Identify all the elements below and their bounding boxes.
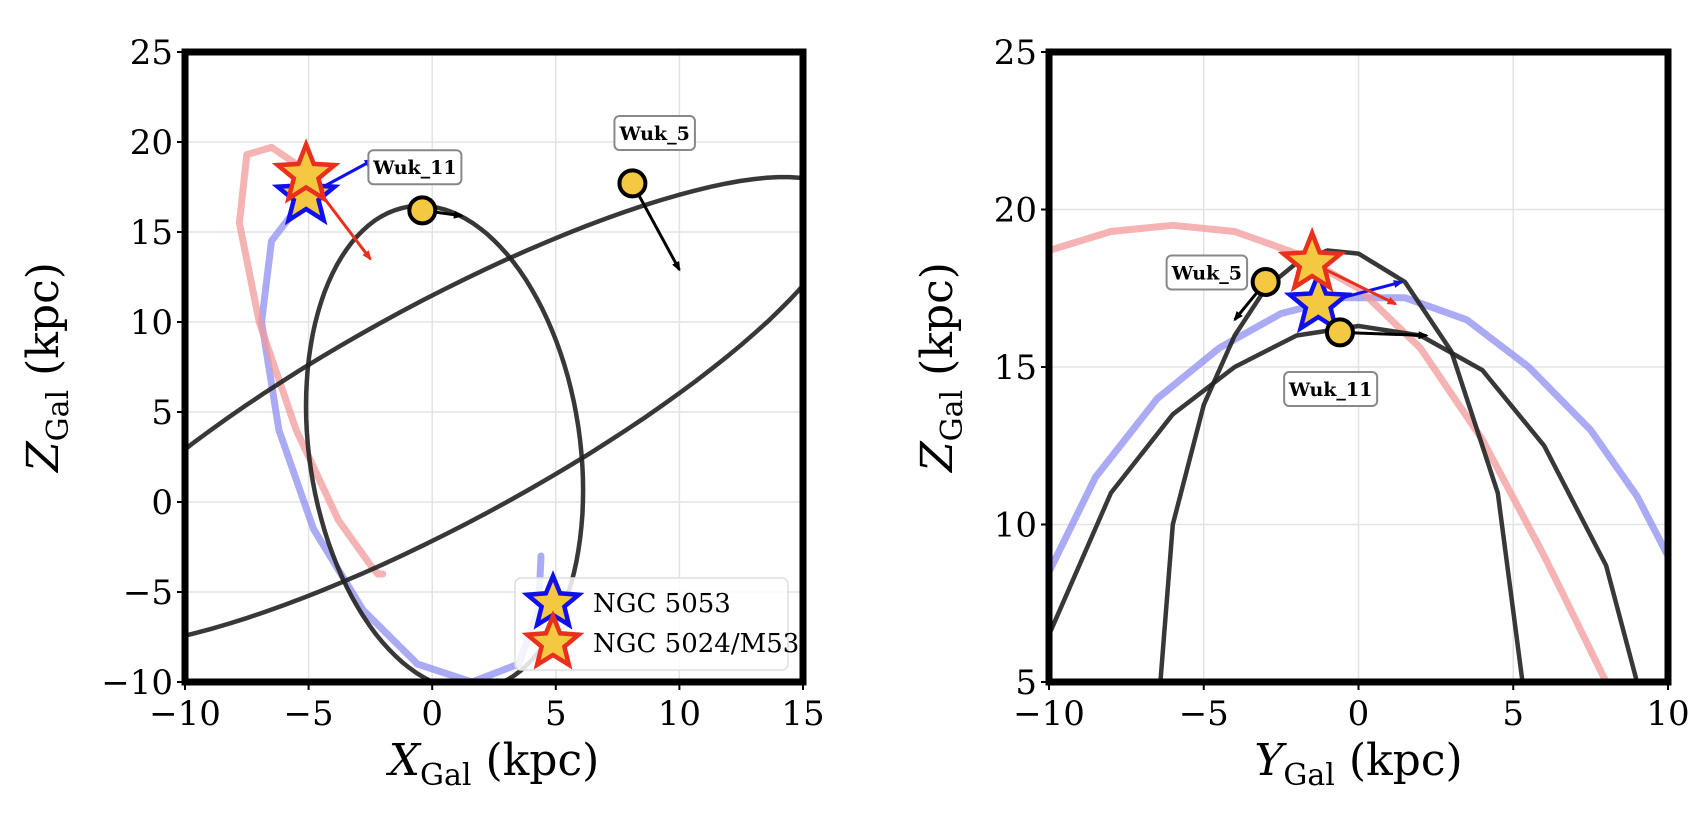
orbit-ngc-5053 (1049, 294, 1668, 576)
y-tick-label: 25 (994, 33, 1037, 73)
wuk-5-label: Wuk_5 (1171, 263, 1242, 285)
y-axis-title-sub: Gal (935, 390, 970, 441)
y-axis-title-main: Z (18, 440, 69, 474)
legend-box (514, 577, 789, 671)
y-tick-label: 15 (130, 213, 173, 253)
wuk-5-label-box (1165, 254, 1249, 291)
y-tick-label: 20 (130, 123, 173, 163)
y-tick-label: 25 (130, 33, 173, 73)
x-tick-label: 15 (781, 694, 824, 734)
wuk-11-label-box (1283, 371, 1379, 408)
wuk-5-circle-marker (617, 168, 648, 199)
legend-label: NGC 5024/M53 (593, 629, 799, 659)
y-tick-label: 10 (994, 506, 1037, 546)
ngc-5024-m53-star-marker (271, 138, 341, 204)
x-tick-label: −10 (149, 694, 221, 734)
y-tick-label: 20 (994, 191, 1037, 231)
x-tick-label: −5 (1179, 694, 1229, 734)
x-tick-label: 0 (421, 694, 443, 734)
y-axis-title: ZGal (kpc) (912, 262, 970, 474)
x-tick-label: 10 (1646, 694, 1689, 734)
ngc-5024-m53-star-marker (1277, 226, 1347, 293)
y-tick-label: 15 (994, 348, 1037, 388)
y-axis-title-unit: (kpc) (18, 262, 69, 390)
x-tick-label: 10 (658, 694, 701, 734)
legend-star-icon (521, 610, 585, 670)
x-axis-title: XGal (kpc) (386, 735, 600, 793)
x-axis-title: YGal (kpc) (1254, 735, 1462, 793)
wuk-11-label: Wuk_11 (372, 157, 457, 179)
axes-frame (181, 48, 807, 686)
x-axis-title-sub: Gal (1283, 758, 1334, 793)
y-tick-label: 0 (151, 483, 173, 523)
orbit-wuk-5 (185, 174, 803, 638)
y-tick-label: −5 (123, 573, 173, 613)
wuk-11-circle-marker (407, 195, 438, 226)
x-axis-title-sub: Gal (420, 758, 471, 793)
x-tick-label: 5 (545, 694, 567, 734)
y-tick-label: −10 (101, 663, 173, 703)
x-axis-title-main: Y (1254, 735, 1287, 786)
wuk-5-label: Wuk_5 (619, 123, 690, 145)
orbit-wuk-5 (1158, 248, 1525, 682)
y-axis-title-main: Z (912, 440, 963, 474)
x-tick-label: −5 (284, 694, 334, 734)
x-tick-label: −10 (1013, 694, 1085, 734)
legend-label: NGC 5053 (593, 589, 731, 619)
orbit-wuk-11 (1049, 323, 1640, 682)
ngc-5053-star-marker (1283, 267, 1353, 334)
x-axis-title-unit: (kpc) (471, 735, 599, 786)
wuk-5-circle-marker (1250, 266, 1281, 297)
y-axis-title-unit: (kpc) (912, 262, 963, 390)
y-tick-label: 10 (130, 303, 173, 343)
orbit-ngc-5024-m53 (1049, 221, 1610, 682)
x-axis-title-unit: (kpc) (1335, 735, 1463, 786)
wuk-11-label-box (367, 149, 463, 186)
y-tick-label: 5 (151, 393, 173, 433)
x-axis-title-main: X (386, 735, 422, 786)
ngc-5053-star-marker (271, 159, 341, 226)
wuk-11-circle-marker (1324, 317, 1355, 348)
wuk-11-label: Wuk_11 (1288, 379, 1373, 401)
y-axis-title-sub: Gal (41, 390, 76, 441)
y-tick-label: 5 (1015, 663, 1037, 703)
wuk-5-velocity-arrow (631, 182, 681, 272)
wuk-5-label-box (613, 115, 696, 151)
x-tick-label: 0 (1348, 694, 1370, 734)
y-axis-title: ZGal (kpc) (18, 262, 76, 474)
x-tick-label: 5 (1502, 694, 1524, 734)
